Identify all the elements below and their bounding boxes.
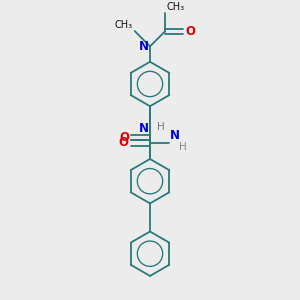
Text: O: O	[185, 25, 196, 38]
Text: H: H	[179, 142, 187, 152]
Text: O: O	[119, 131, 129, 144]
Text: CH₃: CH₃	[115, 20, 133, 30]
Text: N: N	[139, 122, 149, 135]
Text: H: H	[157, 122, 164, 132]
Text: O: O	[119, 136, 129, 149]
Text: CH₃: CH₃	[166, 2, 184, 12]
Text: N: N	[139, 40, 149, 53]
Text: N: N	[170, 129, 180, 142]
